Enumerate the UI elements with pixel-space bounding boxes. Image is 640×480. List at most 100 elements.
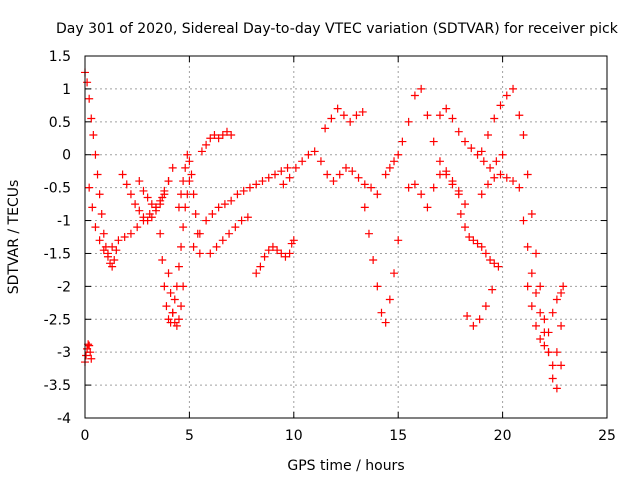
data-point (164, 177, 173, 186)
data-point (99, 229, 108, 238)
data-point (490, 173, 499, 182)
data-point (515, 111, 524, 120)
data-point (143, 216, 152, 225)
data-point (339, 111, 348, 120)
data-point (147, 213, 156, 222)
data-point (536, 335, 545, 344)
data-point (390, 157, 399, 166)
data-point (310, 147, 319, 156)
data-point (87, 114, 96, 123)
data-point (220, 200, 229, 209)
data-point (469, 321, 478, 330)
data-point (404, 183, 413, 192)
data-point (189, 242, 198, 251)
data-point (509, 84, 518, 93)
data-point (264, 246, 273, 255)
data-point (477, 147, 486, 156)
data-point (177, 190, 186, 199)
y-tick-label: -1.5 (44, 246, 71, 262)
data-point (177, 302, 186, 311)
data-point (95, 236, 104, 245)
data-point (256, 262, 265, 271)
data-point (177, 242, 186, 251)
data-point (160, 282, 169, 291)
data-point (191, 209, 200, 218)
data-point (95, 190, 104, 199)
data-point (279, 180, 288, 189)
data-point (283, 163, 292, 172)
y-axis-title: SDTVAR / TECUs (6, 180, 22, 295)
data-point (82, 351, 91, 360)
series-s26 (523, 282, 566, 350)
data-point (183, 150, 192, 159)
data-point (442, 167, 451, 176)
data-point (174, 203, 183, 212)
data-point (390, 269, 399, 278)
data-point (494, 262, 503, 271)
data-point (218, 130, 227, 139)
data-point (532, 288, 541, 297)
y-tick-label: -0.5 (44, 181, 71, 197)
data-point (222, 127, 231, 136)
data-point (252, 269, 261, 278)
x-axis-title: GPS time / hours (287, 458, 404, 474)
data-point (208, 209, 217, 218)
data-point (373, 190, 382, 199)
data-point (316, 157, 325, 166)
data-point (335, 170, 344, 179)
data-point (417, 190, 426, 199)
data-point (492, 157, 501, 166)
data-point (557, 321, 566, 330)
data-point (91, 223, 100, 232)
data-point (87, 354, 96, 363)
data-point (172, 321, 181, 330)
data-point (139, 186, 148, 195)
data-point (268, 242, 277, 251)
y-tick-label: 1 (62, 82, 71, 98)
data-point (346, 117, 355, 126)
data-point (187, 170, 196, 179)
data-point (354, 173, 363, 182)
data-point (410, 91, 419, 100)
data-point (496, 101, 505, 110)
data-point (448, 114, 457, 123)
data-point (552, 384, 561, 393)
data-point (465, 233, 474, 241)
data-point (404, 117, 413, 126)
data-point (358, 107, 367, 116)
data-point (342, 163, 350, 172)
data-point (281, 252, 290, 261)
data-point (557, 288, 566, 297)
x-tick-label: 10 (285, 428, 303, 444)
data-point (277, 249, 286, 258)
data-point (423, 111, 432, 120)
data-point (89, 130, 98, 139)
data-point (548, 308, 557, 317)
data-point (166, 288, 175, 297)
data-point (536, 282, 545, 291)
data-point (490, 259, 499, 268)
data-point (381, 170, 390, 179)
data-point (135, 206, 144, 215)
data-point (133, 223, 142, 232)
data-point (118, 170, 127, 179)
data-point (239, 186, 248, 195)
series-s21 (463, 285, 497, 330)
y-tick-label: -3.5 (44, 378, 71, 394)
data-point (475, 315, 484, 324)
plot-frame (84, 55, 608, 419)
data-point (429, 183, 438, 192)
data-point (227, 196, 236, 205)
chart-title: Day 301 of 2020, Sidereal Day-to-day VTE… (56, 21, 619, 37)
data-point (243, 213, 252, 222)
data-point (479, 157, 488, 166)
data-point (112, 246, 121, 255)
data-point (552, 348, 561, 357)
data-point (557, 361, 566, 370)
data-point (304, 150, 313, 159)
data-point (122, 180, 131, 189)
data-point (258, 177, 267, 186)
data-point (423, 203, 432, 212)
data-point (227, 130, 236, 139)
